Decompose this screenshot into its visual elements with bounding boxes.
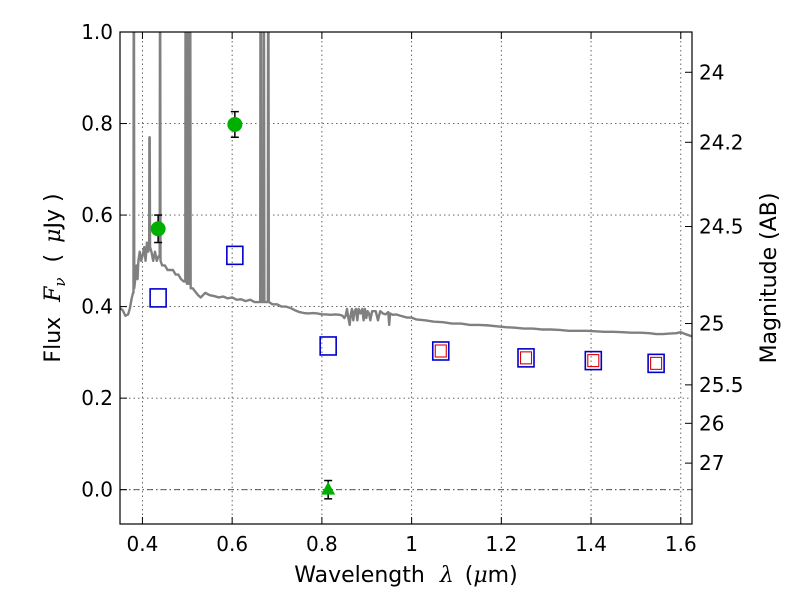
y-axis-title-symbol: F (41, 286, 66, 303)
x-tick-label: 1.6 (665, 532, 697, 556)
x-tick-label: 1.2 (485, 532, 517, 556)
photometry-point (227, 116, 243, 132)
y-axis-ticks: 0.0 0.2 0.4 0.6 0.8 1.0 (81, 20, 127, 502)
x-axis-title: Wavelength λ (μm) (294, 563, 517, 588)
y-tick-label: 0.6 (81, 203, 113, 227)
model-square-red (650, 356, 663, 370)
x-tick-label: 0.8 (306, 532, 338, 556)
model-square (517, 348, 535, 368)
x-axis-title-unit: m) (488, 563, 518, 588)
y-tick-label: 0.0 (81, 478, 113, 502)
y-tick-label: 0.4 (81, 295, 113, 319)
photometry-markers (149, 110, 665, 500)
model-square (319, 336, 337, 356)
y-axis-title-mu: μ (41, 229, 66, 243)
y2-tick-label: 25.5 (699, 373, 744, 397)
model-square (226, 245, 244, 266)
model-square (647, 353, 665, 374)
model-spectrum-line (120, 32, 692, 338)
x-axis-title-open: ( (465, 563, 474, 588)
y-tick-label: 1.0 (81, 20, 113, 44)
model-square-red (519, 351, 533, 365)
y-tick-label: 0.2 (81, 386, 113, 410)
y2-tick-label: 24.5 (699, 215, 744, 239)
y-tick-label: 0.8 (81, 112, 113, 136)
spectrum-path (120, 32, 692, 338)
x-axis-title-text: Wavelength (294, 563, 425, 588)
grid-lines (120, 31, 692, 524)
model-square-red (587, 354, 600, 368)
x-tick-label: 1 (405, 532, 418, 556)
plot-frame (119, 31, 693, 525)
y2-tick-label: 26 (699, 411, 724, 435)
y2-tick-label: 24 (699, 60, 724, 84)
y2-tick-label: 25 (699, 312, 724, 336)
y2-axis-ticks: 24 24.2 24.5 25 25.5 26 27 (685, 60, 744, 475)
x-tick-label: 1.4 (575, 532, 607, 556)
y2-tick-label: 27 (699, 451, 724, 475)
y2-axis-title: Magnitude (AB) (757, 193, 782, 364)
x-tick-label: 0.6 (216, 532, 248, 556)
model-square (584, 350, 603, 371)
photometry-point (150, 221, 166, 237)
y-axis-title-subscript: ν (51, 277, 69, 286)
y-axis-title-text: Flux (41, 317, 66, 363)
y-axis-title-unit: Jy ) (41, 193, 66, 230)
model-square (149, 288, 167, 308)
x-axis-title-symbol: λ (439, 563, 454, 588)
y-axis-title: Flux Fν ( μJy ) (41, 193, 71, 362)
x-axis-title-mu: μ (473, 563, 487, 588)
upper-limit-point (321, 481, 336, 495)
model-square-red (434, 344, 447, 358)
x-axis-ticks: 0.4 0.6 0.8 1 1.2 1.4 1.6 (127, 32, 697, 556)
y2-tick-label: 24.2 (699, 130, 744, 154)
model-square (431, 341, 450, 361)
x-tick-label: 0.4 (127, 532, 159, 556)
y-axis-title-open: ( (41, 254, 66, 263)
